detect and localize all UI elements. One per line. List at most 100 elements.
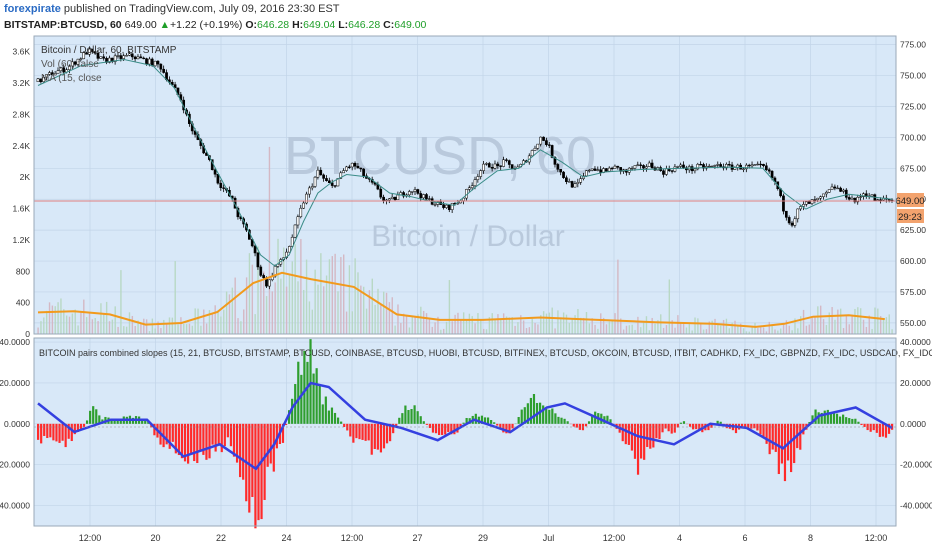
candle [540, 137, 542, 144]
candle [442, 205, 444, 208]
volume-bar [346, 312, 347, 334]
histogram-bar [322, 404, 324, 423]
volume-bar [254, 314, 255, 334]
histogram-bar [640, 424, 642, 459]
volume-bar [837, 310, 838, 334]
histogram-bar [368, 424, 370, 441]
indicator-axis-tick-right: -20.0000 [900, 460, 932, 470]
histogram-bar [573, 424, 575, 427]
candle [785, 211, 787, 217]
volume-bar [86, 317, 87, 334]
indicator-axis-tick-right: 20.0000 [900, 378, 931, 388]
candle [742, 169, 744, 170]
candle [597, 170, 599, 171]
histogram-bar [655, 424, 657, 438]
histogram-bar [560, 418, 562, 424]
histogram-bar [720, 422, 722, 424]
candle [382, 197, 384, 201]
volume-bar [543, 311, 544, 334]
volume-bar [269, 147, 270, 334]
volume-bar [843, 328, 844, 334]
volume-bar [529, 327, 530, 334]
candle [574, 184, 576, 187]
indicator-axis-tick-right: 0.0000 [900, 419, 926, 429]
volume-bar [49, 302, 50, 334]
indicator-axis-tick-left: -40.0000 [0, 501, 30, 511]
candle [534, 148, 536, 150]
histogram-bar [511, 424, 513, 429]
volume-bar [480, 321, 481, 334]
volume-bar [866, 327, 867, 334]
candle [160, 64, 162, 69]
legend-ma: MA (15, close [41, 73, 102, 84]
candle [214, 170, 216, 175]
histogram-bar [845, 417, 847, 424]
indicator-axis-tick-left: 40.0000 [0, 337, 30, 347]
volume-bar [80, 312, 81, 334]
candle [819, 197, 821, 199]
volume-bar [349, 265, 350, 334]
histogram-bar [882, 424, 884, 437]
candle [831, 187, 833, 190]
volume-bar [886, 317, 887, 334]
time-axis-tick: 12:00 [865, 533, 888, 543]
volume-bar [549, 313, 550, 334]
volume-bar [272, 291, 273, 334]
volume-bar [155, 328, 156, 334]
histogram-bar [585, 424, 587, 426]
volume-axis-tick: 2.8K [13, 109, 31, 119]
candle [311, 186, 313, 187]
volume-bar [589, 323, 590, 334]
volume-bar [834, 320, 835, 334]
histogram-bar [814, 410, 816, 424]
volume-bar [849, 324, 850, 334]
histogram-bar [260, 424, 262, 519]
histogram-bar [187, 424, 189, 464]
histogram-bar [86, 420, 88, 423]
trading-chart[interactable]: BTCUSD, 60 Bitcoin / Dollar Bitcoin / Do… [0, 34, 932, 550]
candle [380, 189, 382, 197]
price-axis-tick: 750.00 [900, 71, 926, 81]
volume-bar [177, 324, 178, 334]
candle [357, 166, 359, 168]
candle [343, 171, 345, 173]
candle [411, 192, 413, 193]
time-axis-tick: 24 [281, 533, 291, 543]
candle [542, 137, 544, 140]
symbol-label: BITSTAMP:BTCUSD, 60 [4, 19, 122, 31]
volume-bar [780, 329, 781, 334]
candle [794, 219, 796, 226]
candle [768, 170, 770, 171]
volume-bar [214, 305, 215, 334]
volume-bar [126, 327, 127, 334]
volume-bar [566, 315, 567, 334]
candle [611, 168, 613, 169]
candle [782, 196, 784, 211]
histogram-bar [557, 417, 559, 424]
candle [560, 169, 562, 172]
histogram-bar [824, 411, 826, 424]
candle [308, 188, 310, 194]
histogram-bar [267, 424, 269, 467]
candle [720, 164, 722, 166]
candle [822, 194, 824, 197]
volume-bar [380, 304, 381, 334]
candle [877, 200, 879, 201]
candle [662, 171, 664, 175]
candle [323, 175, 325, 178]
histogram-bar [328, 411, 330, 424]
volume-bar [714, 319, 715, 334]
volume-bar [40, 321, 41, 334]
histogram-bar [417, 411, 419, 424]
candle [754, 165, 756, 166]
volume-bar [503, 313, 504, 334]
candle [417, 189, 419, 193]
candle [331, 183, 333, 186]
volume-bar [129, 312, 130, 334]
histogram-bar [762, 424, 764, 437]
author-link[interactable]: forexpirate [4, 3, 61, 15]
chart-area[interactable]: BTCUSD, 60 Bitcoin / Dollar Bitcoin / Do… [0, 34, 932, 550]
candle [360, 168, 362, 169]
histogram-bar [848, 418, 850, 424]
candle [260, 267, 262, 275]
